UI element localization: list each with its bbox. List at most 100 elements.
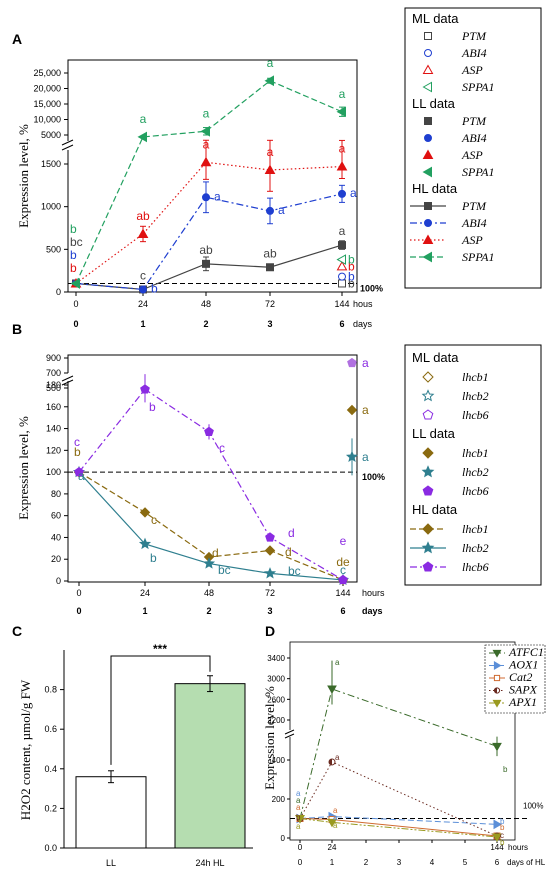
y-tick-label: 5000 bbox=[41, 130, 61, 140]
x-day-label: 1 bbox=[140, 319, 145, 329]
legend-item: APX1 bbox=[508, 695, 537, 709]
significance-label: a bbox=[339, 224, 346, 238]
legend-item: SPPA1 bbox=[462, 250, 494, 264]
series-line bbox=[78, 388, 344, 581]
y-tick-label: 1500 bbox=[41, 159, 61, 169]
legend-item: lhcb2 bbox=[462, 541, 489, 555]
x-tick-label: 24 bbox=[328, 843, 337, 852]
y-tick-label: 0.6 bbox=[44, 724, 57, 734]
significance-label: c bbox=[74, 435, 80, 449]
significance-label: b bbox=[150, 551, 157, 565]
legend-marker bbox=[492, 649, 502, 658]
legend-marker bbox=[422, 523, 434, 535]
axis-break-gap bbox=[62, 141, 74, 150]
x-days-unit-label: days bbox=[353, 319, 373, 329]
data-point bbox=[202, 259, 210, 268]
legend-item: lhcb1 bbox=[462, 446, 489, 460]
significance-label: a bbox=[339, 142, 346, 156]
axis-break-mark bbox=[284, 733, 295, 739]
legend-item: ASP bbox=[461, 63, 483, 77]
significance-label-t0: b bbox=[70, 248, 77, 262]
significance-label: a bbox=[267, 145, 274, 159]
legend-marker bbox=[424, 117, 432, 125]
axis-break-mark bbox=[61, 144, 74, 151]
data-point bbox=[200, 156, 212, 167]
legend-item: PTM bbox=[461, 114, 487, 128]
ml-point-abi4 bbox=[338, 272, 346, 281]
legend-item: SPPA1 bbox=[462, 80, 494, 94]
legend-item: ATFC1 bbox=[508, 645, 544, 659]
x-tick-label: 24 bbox=[138, 299, 148, 309]
significance-label: a bbox=[267, 56, 274, 70]
significance-label: d bbox=[288, 526, 295, 540]
significance-label: b bbox=[296, 813, 301, 822]
significance-label-t0: bc bbox=[70, 235, 83, 249]
significance-stars: *** bbox=[153, 642, 167, 656]
x-days-unit-label: days bbox=[362, 606, 383, 616]
legend-marker-fill bbox=[494, 687, 497, 694]
bar bbox=[174, 683, 246, 849]
x-unit-label: hours bbox=[508, 843, 528, 852]
significance-label: c bbox=[500, 831, 504, 840]
x-day-label: 1 bbox=[142, 606, 147, 616]
plot-frame-d bbox=[289, 641, 516, 841]
ll-point-lhcb1 bbox=[346, 404, 358, 416]
legend-marker bbox=[422, 149, 434, 159]
significance-label: a bbox=[296, 789, 301, 798]
significance-label: ab bbox=[199, 243, 213, 257]
legend-item: SAPX bbox=[509, 683, 538, 697]
y-tick-label: 500 bbox=[46, 383, 61, 393]
data-point bbox=[264, 164, 276, 174]
ll-point-lhcb6 bbox=[347, 357, 357, 368]
x-days-unit-label: days of HL bbox=[507, 858, 546, 867]
significance-label: a bbox=[296, 796, 301, 805]
legend-item: lhcb6 bbox=[462, 408, 489, 422]
y-tick-label: 60 bbox=[51, 511, 61, 521]
y-tick-label: 3000 bbox=[267, 675, 285, 684]
ll-point-lhcb2 bbox=[345, 450, 359, 462]
data-point bbox=[492, 742, 502, 752]
ll-significance-label: a bbox=[362, 450, 369, 464]
x-tick-label: 0 bbox=[73, 299, 78, 309]
x-day-label: 6 bbox=[495, 858, 500, 867]
series-lhcb6 bbox=[74, 374, 348, 585]
ml-point-ptm bbox=[338, 279, 346, 288]
x-day-label: 4 bbox=[430, 858, 435, 867]
significance-label: a bbox=[203, 106, 210, 120]
significance-label: a bbox=[78, 469, 85, 483]
y-tick-label: 40 bbox=[51, 532, 61, 542]
x-unit-label: hous bbox=[353, 299, 373, 309]
panel-label-a: A bbox=[12, 31, 22, 47]
significance-label: b bbox=[503, 765, 508, 774]
significance-label: ab bbox=[136, 209, 150, 223]
legend-item: ASP bbox=[461, 148, 483, 162]
series-line bbox=[75, 193, 343, 291]
significance-bracket bbox=[110, 655, 211, 765]
data-point bbox=[200, 125, 210, 137]
panel-label-d: D bbox=[265, 623, 275, 639]
y-tick-label: 200 bbox=[272, 795, 286, 804]
y-tick-label: 400 bbox=[272, 756, 286, 765]
axis-break-gap bbox=[285, 730, 295, 737]
legend-item: lhcb2 bbox=[462, 389, 489, 403]
x-day-label: 5 bbox=[463, 858, 468, 867]
reference-label: 100% bbox=[360, 283, 383, 293]
y-tick-label: 20 bbox=[51, 554, 61, 564]
data-point bbox=[338, 189, 346, 198]
x-day-label: 2 bbox=[206, 606, 211, 616]
panel-a: A 0 500 1000 1500 5000 10,000 15,000 20,000 25,00… bbox=[12, 7, 542, 329]
x-day-label: 3 bbox=[267, 606, 272, 616]
data-point bbox=[336, 106, 346, 118]
significance-label: c bbox=[340, 563, 346, 577]
significance-label: bc bbox=[288, 564, 301, 578]
ml-point-asp bbox=[336, 260, 348, 271]
data-point bbox=[338, 241, 346, 250]
y-tick-label: 0.4 bbox=[44, 764, 57, 774]
data-point bbox=[492, 833, 502, 843]
y-axis-label: Expression level, % bbox=[262, 686, 277, 790]
bar bbox=[75, 776, 147, 849]
ml-point-sppa1 bbox=[336, 254, 346, 265]
y-tick-label: 160 bbox=[46, 402, 61, 412]
